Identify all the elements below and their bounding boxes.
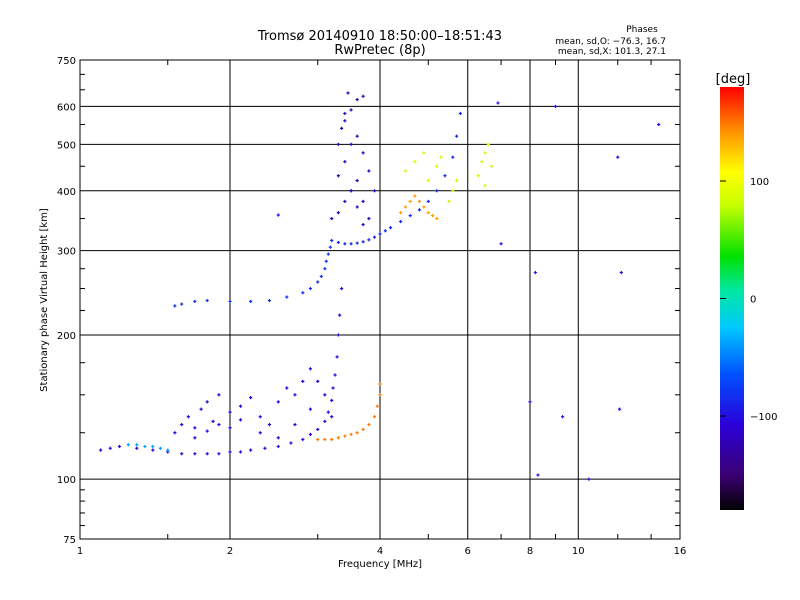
chart-subtitle: RwPretec (8p)	[334, 43, 425, 58]
colorbar-tick-label: 100	[750, 177, 769, 188]
y-tick-label: 100	[57, 475, 76, 486]
y-tick-label: 750	[57, 56, 76, 67]
phase-stats-x: mean, sd,X: 101.3, 27.1	[558, 47, 666, 57]
x-tick-label: 8	[527, 546, 533, 557]
y-tick-labels: 75 100 200 300 400 500 600 750	[57, 56, 76, 546]
phase-stats-o: mean, sd,O: −76.3, 16.7	[555, 37, 666, 47]
x-tick-label: 6	[465, 546, 471, 557]
y-axis-label: Stationary phase Virtual Height [km]	[39, 208, 50, 392]
y-tick-label: 600	[57, 102, 76, 113]
chart-title: Tromsø 20140910 18:50:00–18:51:43	[257, 29, 502, 44]
y-tick-label: 500	[57, 140, 76, 151]
x-tick-label: 4	[377, 546, 383, 557]
colorbar-tick-label: −100	[750, 412, 777, 423]
x-tick-label: 1	[77, 546, 83, 557]
y-tick-label: 200	[57, 331, 76, 342]
x-tick-label: 2	[227, 546, 233, 557]
x-tick-label: 10	[572, 546, 585, 557]
x-tick-labels: 1 2 4 6 8 10 16	[77, 546, 687, 557]
data-points-layer	[99, 91, 661, 481]
grid-layer	[80, 60, 680, 539]
phase-stats-heading: Phases	[626, 25, 658, 35]
x-tick-label: 16	[674, 546, 687, 557]
colorbar-tick-label: 0	[750, 295, 756, 306]
y-tick-label: 300	[57, 247, 76, 258]
x-axis-label: Frequency [MHz]	[338, 559, 422, 570]
y-tick-label: 400	[57, 187, 76, 198]
colorbar-ticks: 100 0 −100	[720, 177, 777, 423]
y-tick-label: 75	[63, 535, 76, 546]
colorbar-label: [deg]	[716, 72, 751, 87]
